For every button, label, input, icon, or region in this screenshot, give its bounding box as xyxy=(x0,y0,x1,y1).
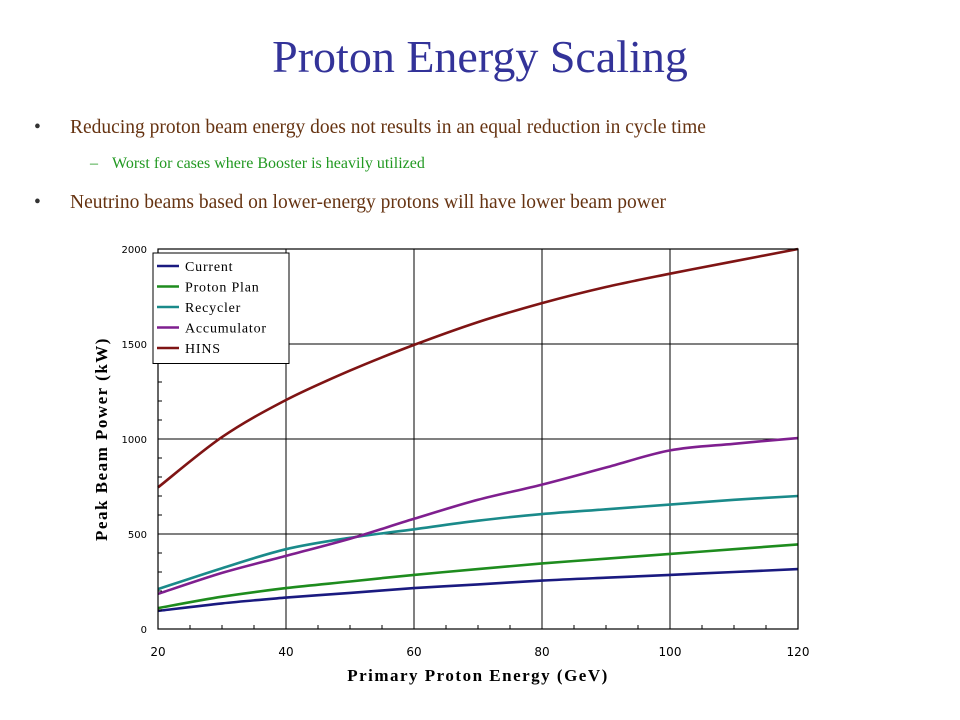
legend-label: HINS xyxy=(185,342,221,357)
plot-border xyxy=(157,248,799,630)
y-tick-label: 0 xyxy=(141,625,147,636)
x-tick-label: 60 xyxy=(406,645,421,659)
bullet-text: Reducing proton beam energy does not res… xyxy=(70,117,706,138)
y-tick-label: 1500 xyxy=(122,340,147,351)
series-line-accumulator xyxy=(157,436,799,596)
legend-label: Current xyxy=(185,260,233,275)
bullet-item: • Neutrino beams based on lower-energy p… xyxy=(34,192,666,214)
line-chart: 20 40 60 80 100 120 0 500 1000 1500 2000 Primary Pr… xyxy=(92,245,809,685)
y-tick-label: 1000 xyxy=(122,435,147,446)
x-tick-label: 80 xyxy=(534,645,549,659)
legend-label: Recycler xyxy=(185,301,241,316)
sub-bullet-item: – Worst for cases where Booster is heavi… xyxy=(90,155,425,173)
x-tick-label: 120 xyxy=(787,645,810,659)
x-axis-label: Primary Proton Energy (GeV) xyxy=(347,666,609,685)
legend: Current Proton Plan Recycler Accumulator HIN… xyxy=(152,252,290,364)
axes: 20 40 60 80 100 120 0 500 1000 1500 2000 Primary Pr… xyxy=(92,245,809,685)
slide-title: Proton Energy Scaling xyxy=(272,31,688,82)
bullet-item: • Reducing proton beam energy does not r… xyxy=(34,117,706,139)
dash-symbol: – xyxy=(90,155,98,172)
series-line-recycler xyxy=(157,494,799,591)
y-tick-label: 500 xyxy=(128,530,147,541)
bullet-symbol: • xyxy=(34,117,41,138)
y-tick-label: 2000 xyxy=(122,245,147,256)
bullet-symbol: • xyxy=(34,192,41,213)
x-tick-label: 40 xyxy=(278,645,293,659)
legend-label: Accumulator xyxy=(185,322,267,337)
x-tick-label: 20 xyxy=(150,645,165,659)
series-lines xyxy=(157,247,799,613)
sub-bullet-text: Worst for cases where Booster is heavily… xyxy=(112,155,425,172)
series-line-hins xyxy=(157,247,799,489)
legend-label: Proton Plan xyxy=(185,281,260,296)
y-axis-label: Peak Beam Power (kW) xyxy=(92,337,111,541)
bullet-text: Neutrino beams based on lower-energy pro… xyxy=(70,192,666,213)
series-line-current xyxy=(157,567,799,613)
series-line-proton-plan xyxy=(157,543,799,610)
x-tick-label: 100 xyxy=(659,645,682,659)
